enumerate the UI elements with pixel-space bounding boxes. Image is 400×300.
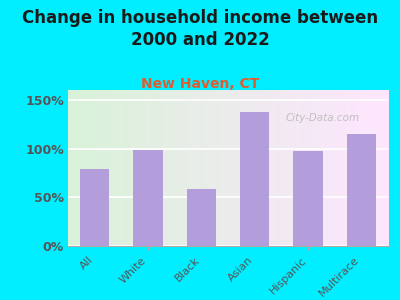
Bar bbox=[347, 134, 376, 246]
Bar bbox=[293, 152, 323, 246]
Bar bbox=[187, 190, 216, 246]
Text: New Haven, CT: New Haven, CT bbox=[141, 76, 259, 91]
Bar bbox=[240, 112, 269, 246]
Text: Change in household income between
2000 and 2022: Change in household income between 2000 … bbox=[22, 9, 378, 49]
Bar bbox=[80, 169, 109, 246]
Text: City-Data.com: City-Data.com bbox=[286, 113, 360, 123]
Bar bbox=[133, 150, 163, 246]
